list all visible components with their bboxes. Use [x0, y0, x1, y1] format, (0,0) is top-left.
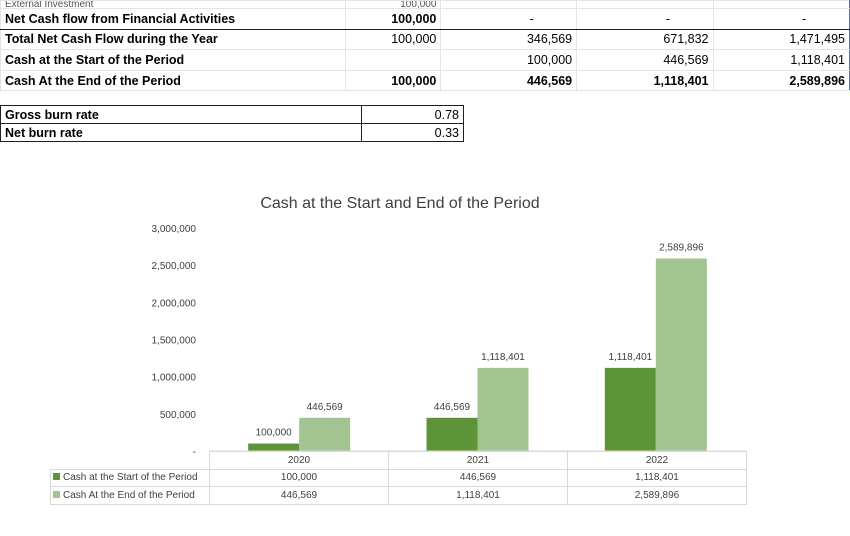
row-value-2020: 100,000 — [345, 8, 442, 30]
data-label: 1,118,401 — [481, 352, 525, 363]
data-label: 446,569 — [307, 402, 344, 413]
y-tick-label: - — [193, 447, 196, 458]
data-table-header: 2020 2021 2022 — [51, 451, 747, 470]
category-label: 2022 — [567, 451, 747, 470]
table-row: Net burn rate 0.33 — [0, 123, 464, 142]
row-value-2023: 1,118,401 — [712, 49, 850, 71]
clipped-row-2020: 100,000 — [345, 0, 442, 9]
row-value-2020: 100,000 — [345, 69, 442, 92]
y-tick-label: 2,500,000 — [152, 261, 197, 272]
data-cell: 446,569 — [388, 468, 568, 487]
bar-end — [299, 417, 351, 451]
data-cell: 1,118,401 — [567, 468, 747, 487]
data-label: 100,000 — [256, 428, 293, 439]
row-value-2022: 1,118,401 — [576, 69, 714, 92]
data-table-row: Cash at the Start of the Period 100,000 … — [50, 468, 747, 487]
bar-end — [477, 367, 529, 451]
y-tick-label: 500,000 — [160, 410, 197, 421]
net-burn-value: 0.33 — [361, 123, 464, 142]
data-cell: 1,118,401 — [388, 486, 568, 505]
bar-end — [655, 258, 707, 451]
bar-start — [248, 443, 300, 451]
row-label: Cash At the End of the Period — [0, 69, 347, 92]
category-label: 2020 — [209, 451, 389, 470]
data-label: 1,118,401 — [608, 352, 652, 363]
legend-entry-end: Cash At the End of the Period — [50, 486, 210, 505]
table-row: Net Cash flow from Financial Activities … — [0, 8, 850, 30]
y-tick-label: 1,000,000 — [152, 373, 197, 384]
legend-entry-start: Cash at the Start of the Period — [50, 468, 210, 487]
row-label: Total Net Cash Flow during the Year — [0, 28, 347, 51]
row-value-2021: 346,569 — [440, 28, 578, 51]
legend-swatch-start — [53, 473, 60, 481]
row-value-2020: 100,000 — [345, 28, 442, 51]
legend-swatch-end — [53, 490, 60, 498]
data-label: 2,589,896 — [659, 242, 704, 253]
y-tick-label: 1,500,000 — [152, 336, 197, 347]
chart-title: Cash at the Start and End of the Period — [260, 195, 539, 212]
row-value-2023: 2,589,896 — [712, 69, 850, 92]
legend-label: Cash at the Start of the Period — [63, 472, 198, 484]
cash-flow-table: External Investment 100,000 Net Cash flo… — [0, 0, 850, 92]
chart-data-table: 2020 2021 2022 Cash at the Start of the … — [50, 451, 747, 505]
table-row: Cash At the End of the Period 100,000 44… — [0, 69, 850, 92]
data-table-row: Cash At the End of the Period 446,569 1,… — [50, 486, 747, 505]
clipped-row-label: External Investment — [0, 0, 347, 9]
y-tick-label: 3,000,000 — [152, 224, 197, 235]
burn-rate-table: Gross burn rate 0.78 Net burn rate 0.33 — [0, 105, 464, 142]
row-label: Cash at the Start of the Period — [0, 49, 347, 71]
category-label: 2021 — [388, 451, 568, 470]
bar-start — [426, 417, 478, 451]
legend-label: Cash At the End of the Period — [63, 489, 195, 501]
y-tick-label: 2,000,000 — [152, 298, 197, 309]
data-label: 446,569 — [434, 402, 471, 413]
net-burn-label: Net burn rate — [0, 123, 362, 142]
data-cell: 446,569 — [209, 486, 389, 505]
data-cell: 100,000 — [209, 468, 389, 487]
data-cell: 2,589,896 — [567, 486, 747, 505]
table-row: Total Net Cash Flow during the Year 100,… — [0, 28, 850, 51]
bar-start — [604, 367, 656, 451]
